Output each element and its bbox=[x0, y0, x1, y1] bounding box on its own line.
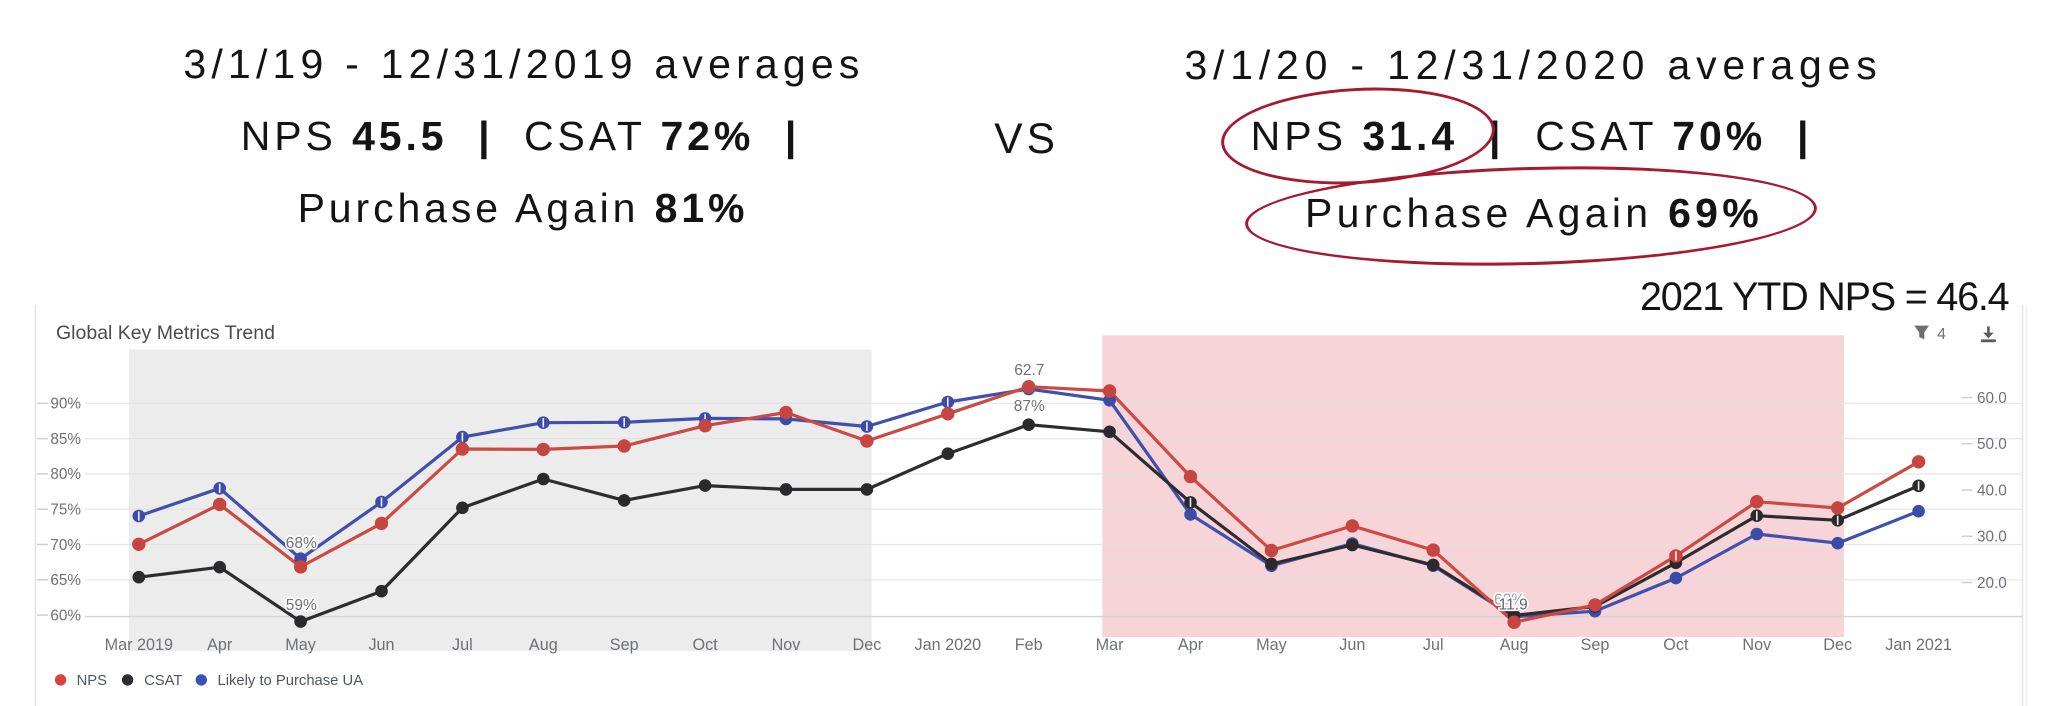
svg-text:CSAT: CSAT bbox=[144, 673, 182, 689]
svg-text:Sep: Sep bbox=[610, 636, 639, 654]
svg-text:Jul: Jul bbox=[1423, 636, 1444, 654]
svg-text:Oct: Oct bbox=[1663, 636, 1689, 654]
svg-text:70%: 70% bbox=[50, 537, 81, 554]
svg-text:Jun: Jun bbox=[368, 636, 394, 654]
svg-text:4: 4 bbox=[1937, 326, 1946, 343]
svg-text:Feb: Feb bbox=[1015, 636, 1043, 654]
svg-text:Oct: Oct bbox=[693, 636, 719, 654]
svg-text:11.9: 11.9 bbox=[1499, 596, 1528, 613]
svg-text:62.7: 62.7 bbox=[1014, 362, 1044, 379]
svg-text:Likely to Purchase UA: Likely to Purchase UA bbox=[218, 673, 364, 689]
svg-text:May: May bbox=[1256, 636, 1287, 654]
svg-text:65%: 65% bbox=[50, 572, 81, 589]
svg-text:87%: 87% bbox=[1014, 398, 1045, 415]
svg-text:30.0: 30.0 bbox=[1977, 529, 2007, 546]
svg-text:Dec: Dec bbox=[1823, 636, 1852, 654]
svg-text:Jul: Jul bbox=[452, 636, 473, 654]
svg-text:60.0: 60.0 bbox=[1977, 390, 2007, 407]
svg-text:Global Key Metrics Trend: Global Key Metrics Trend bbox=[56, 322, 275, 344]
svg-text:May: May bbox=[285, 636, 316, 654]
svg-text:Jan 2021: Jan 2021 bbox=[1885, 636, 1952, 654]
svg-text:85%: 85% bbox=[50, 431, 81, 448]
svg-text:Nov: Nov bbox=[1742, 636, 1772, 654]
svg-text:68%: 68% bbox=[286, 535, 317, 552]
svg-text:60%: 60% bbox=[1494, 592, 1525, 609]
svg-text:NPS: NPS bbox=[77, 673, 108, 689]
svg-text:Mar: Mar bbox=[1096, 636, 1124, 654]
svg-text:60%: 60% bbox=[50, 607, 81, 624]
svg-text:59%: 59% bbox=[286, 597, 317, 614]
svg-text:Aug: Aug bbox=[529, 636, 558, 654]
svg-text:Dec: Dec bbox=[853, 636, 882, 654]
svg-text:Jan 2020: Jan 2020 bbox=[914, 636, 981, 654]
svg-text:90%: 90% bbox=[50, 396, 81, 413]
svg-text:Apr: Apr bbox=[207, 636, 233, 654]
svg-text:50.0: 50.0 bbox=[1977, 436, 2007, 453]
svg-text:75%: 75% bbox=[50, 502, 81, 519]
svg-text:Nov: Nov bbox=[772, 636, 802, 654]
svg-text:80%: 80% bbox=[50, 466, 81, 483]
svg-text:Jun: Jun bbox=[1339, 636, 1365, 654]
svg-text:20.0: 20.0 bbox=[1977, 575, 2007, 592]
svg-text:Aug: Aug bbox=[1500, 636, 1529, 654]
svg-text:40.0: 40.0 bbox=[1977, 482, 2007, 499]
svg-text:Sep: Sep bbox=[1581, 636, 1610, 654]
svg-text:Apr: Apr bbox=[1178, 636, 1204, 654]
svg-text:Mar 2019: Mar 2019 bbox=[105, 636, 173, 654]
